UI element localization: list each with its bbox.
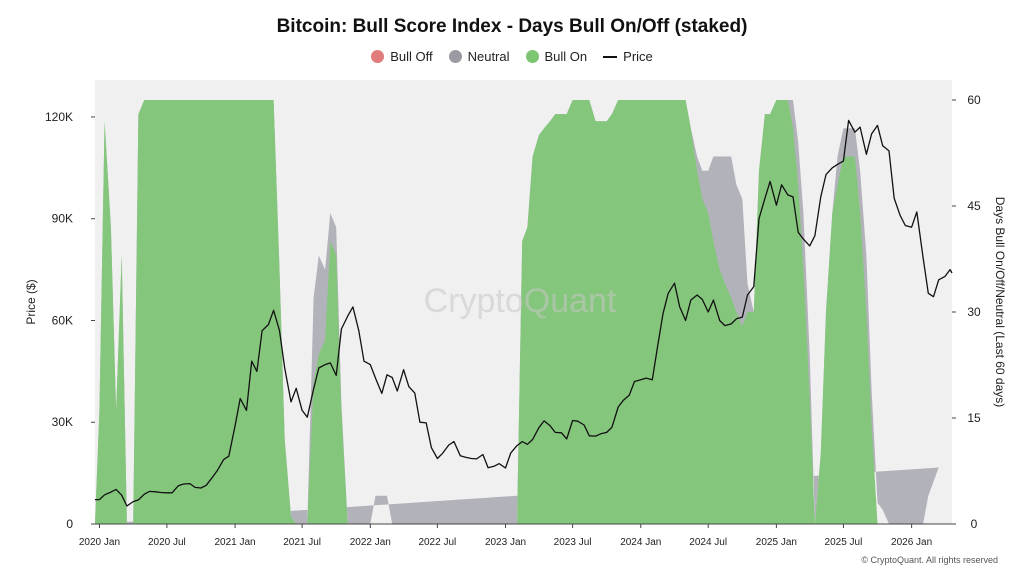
x-tick-label: 2022 Jan xyxy=(350,537,391,548)
y-axis-right-label: Days Bull On/Off/Neutral (Last 60 days) xyxy=(993,197,1007,408)
x-tick-label: 2024 Jul xyxy=(689,537,727,548)
y-tick-right-label: 0 xyxy=(971,517,978,531)
y-tick-left-label: 90K xyxy=(52,212,73,226)
y-axis-left-label: Price ($) xyxy=(24,279,38,324)
legend-label: Bull On xyxy=(544,49,588,64)
x-tick-label: 2023 Jan xyxy=(485,537,526,548)
watermark: CryptoQuant xyxy=(424,282,617,320)
x-tick-label: 2025 Jul xyxy=(825,537,863,548)
legend-label: Bull Off xyxy=(390,49,433,64)
bull-on-area xyxy=(95,100,939,524)
legend-swatch xyxy=(603,55,618,58)
y-tick-left-label: 60K xyxy=(52,313,73,327)
chart-title: Bitcoin: Bull Score Index - Days Bull On… xyxy=(276,16,748,37)
y-tick-right-label: 60 xyxy=(967,93,981,107)
legend-item-bull-off[interactable]: Bull Off xyxy=(371,49,433,64)
legend-item-price[interactable]: Price xyxy=(603,49,653,64)
copyright-note: © CryptoQuant. All rights reserved xyxy=(861,555,998,565)
y-tick-left-label: 0 xyxy=(66,517,73,531)
legend-swatch xyxy=(448,50,462,63)
x-tick-label: 2025 Jan xyxy=(756,537,797,548)
x-tick-label: 2023 Jul xyxy=(554,537,592,548)
x-tick-label: 2020 Jan xyxy=(79,537,120,548)
y-tick-right-label: 15 xyxy=(967,411,981,425)
legend-item-bull-on[interactable]: Bull On xyxy=(525,49,588,64)
price-line xyxy=(95,119,953,507)
legend-swatch xyxy=(525,50,539,63)
legend-item-neutral[interactable]: Neutral xyxy=(448,49,510,64)
y-tick-left-label: 120K xyxy=(45,110,73,124)
y-tick-right-label: 30 xyxy=(967,305,981,319)
legend-label: Price xyxy=(623,49,653,64)
legend-label: Neutral xyxy=(467,49,510,64)
x-tick-label: 2024 Jan xyxy=(620,537,661,548)
legend-swatch xyxy=(371,50,385,63)
y-tick-right-label: 45 xyxy=(967,199,981,213)
chart-legend: Bull Off Neutral Bull On Price xyxy=(0,49,1024,64)
x-tick-label: 2020 Jul xyxy=(148,537,186,548)
x-tick-label: 2022 Jul xyxy=(418,537,456,548)
x-tick-label: 2026 Jan xyxy=(891,537,932,548)
y-tick-left-label: 30K xyxy=(52,415,73,429)
x-tick-label: 2021 Jan xyxy=(214,537,255,548)
x-tick-label: 2021 Jul xyxy=(283,537,321,548)
